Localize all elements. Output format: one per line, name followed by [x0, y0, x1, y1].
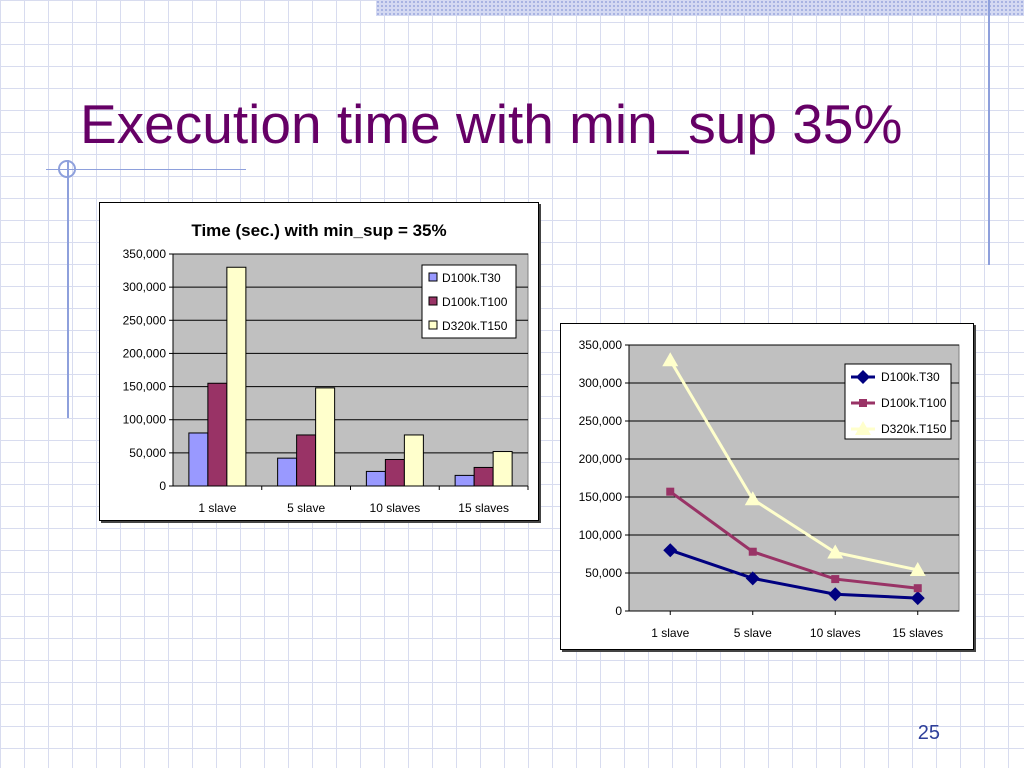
- x-tick-label: 10 slaves: [810, 626, 861, 640]
- decor-circle: [58, 160, 76, 178]
- y-tick-label: 300,000: [579, 376, 623, 390]
- data-point-diamond: [745, 571, 760, 586]
- data-point-triangle: [744, 491, 761, 506]
- data-point-triangle: [662, 352, 679, 367]
- data-point-diamond: [663, 543, 678, 558]
- y-tick-label: 150,000: [579, 490, 623, 504]
- x-tick-label: 5 slave: [734, 626, 772, 640]
- bar: [384, 458, 405, 487]
- slide-title: Execution time with min_sup 35%: [80, 93, 903, 155]
- x-tick-label: 1 slave: [198, 501, 236, 515]
- x-tick-label: 5 slave: [287, 501, 325, 515]
- bar: [315, 387, 336, 487]
- y-tick-label: 350,000: [123, 247, 167, 261]
- legend-swatch: [428, 296, 438, 306]
- data-point-triangle: [827, 544, 844, 559]
- bar: [296, 434, 317, 487]
- y-tick-label: 250,000: [123, 313, 167, 327]
- data-point-diamond: [856, 370, 870, 384]
- legend-box: [421, 264, 517, 339]
- series-line: [669, 490, 918, 590]
- legend-label: D100k.T30: [442, 271, 501, 285]
- top-decor-band: [376, 0, 1024, 16]
- line-chart-svg: 0 50,000 100,000 150,000 200,000 250,000 300,0…: [579, 338, 960, 640]
- data-point-square: [913, 584, 922, 593]
- bar: [207, 382, 228, 487]
- y-tick-label: 150,000: [123, 380, 167, 394]
- legend-label: D320k.T150: [442, 319, 508, 333]
- y-tick-label: 300,000: [123, 280, 167, 294]
- line-chart: 0 50,000 100,000 150,000 200,000 250,000 300,0…: [560, 323, 974, 650]
- bar: [365, 470, 386, 487]
- data-point-diamond: [828, 587, 843, 602]
- data-point-square: [831, 575, 840, 584]
- bar-chart: Time (sec.) with min_sup = 35% 0 50,000 100…: [99, 202, 539, 521]
- legend-label: D100k.T100: [881, 396, 947, 410]
- x-tick-label: 1 slave: [651, 626, 689, 640]
- series-line: [669, 548, 918, 600]
- data-point-square: [748, 547, 757, 556]
- y-tick-label: 50,000: [585, 566, 622, 580]
- right-decor-rule: [988, 0, 990, 265]
- bar: [492, 451, 513, 487]
- legend-swatch: [428, 320, 438, 330]
- chart-title: Time (sec.) with min_sup = 35%: [191, 221, 446, 240]
- bar: [454, 474, 475, 487]
- x-tick-label: 15 slaves: [892, 626, 943, 640]
- bar: [188, 432, 209, 487]
- data-point-square: [859, 399, 867, 407]
- bar: [473, 466, 494, 487]
- data-point-square: [666, 487, 675, 496]
- bar: [403, 434, 424, 487]
- legend-label: D100k.T100: [442, 295, 508, 309]
- bar: [277, 457, 298, 487]
- bar-chart-svg: Time (sec.) with min_sup = 35% 0 50,000 100…: [123, 221, 529, 515]
- y-tick-label: 200,000: [123, 346, 167, 360]
- legend-label: D320k.T150: [881, 422, 947, 436]
- legend-label: D100k.T30: [881, 370, 940, 384]
- x-tick-label: 15 slaves: [458, 501, 509, 515]
- title-underline-rule: [46, 169, 246, 170]
- y-tick-label: 0: [615, 604, 622, 618]
- y-tick-label: 250,000: [579, 414, 623, 428]
- bar: [226, 266, 247, 487]
- legend-swatch: [428, 272, 438, 282]
- series-line: [668, 359, 919, 572]
- data-point-triangle: [855, 421, 871, 435]
- data-point-diamond: [910, 591, 925, 606]
- page-number: 25: [917, 722, 940, 744]
- data-point-triangle: [909, 561, 926, 576]
- left-decor-rule: [67, 160, 69, 418]
- y-tick-label: 100,000: [579, 528, 623, 542]
- y-tick-label: 0: [159, 479, 166, 493]
- y-tick-label: 350,000: [579, 338, 623, 352]
- y-tick-label: 200,000: [579, 452, 623, 466]
- y-tick-label: 100,000: [123, 413, 167, 427]
- x-tick-label: 10 slaves: [370, 501, 421, 515]
- y-tick-label: 50,000: [129, 446, 166, 460]
